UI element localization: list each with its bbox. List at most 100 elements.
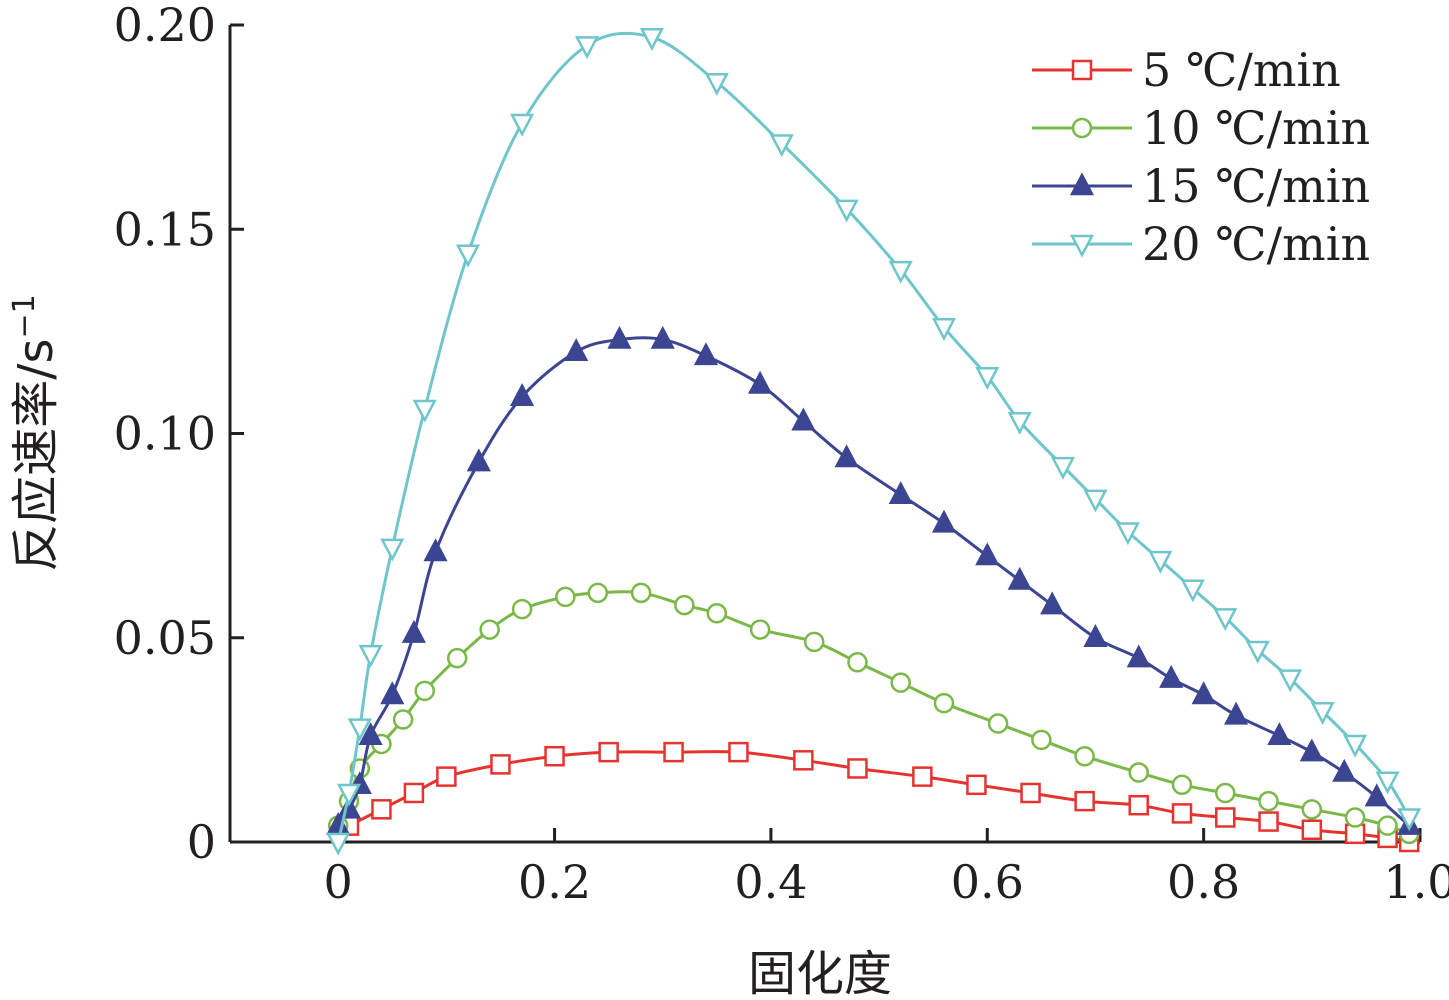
series-point [1128,762,1149,783]
series-point [587,582,609,604]
series-point [1128,794,1149,816]
series-point [1191,681,1216,705]
series-point [358,644,383,668]
x-tick-label: 0.6 [951,855,1024,909]
series-point [1267,722,1292,746]
series-point [371,799,392,820]
series-point [1258,790,1279,812]
series-point [510,383,535,406]
legend-entry: 15 ℃/min [1032,159,1370,213]
series-point [1074,790,1095,812]
series-point [1375,771,1400,795]
y-tick-label: 0.20 [114,0,216,52]
series-point [1301,819,1323,840]
series-point [975,542,1000,566]
series-point [1344,807,1366,828]
series-point [1020,782,1041,804]
series-point [847,758,868,779]
series-point [455,244,481,268]
series-point [1245,640,1270,664]
series-point [490,754,511,775]
series-point [446,647,468,669]
series-point [704,72,729,96]
series-point [336,783,362,807]
x-tick-label: 0.2 [518,855,591,909]
series-point [1031,729,1052,751]
y-tick-label: 0 [187,815,216,869]
series-point [834,199,859,223]
series-point [607,325,632,349]
series-point [326,832,351,856]
legend-marker [1069,172,1095,196]
series-point [1159,664,1184,688]
series-point [987,713,1009,734]
y-axis-title-superscript: −1 [7,294,42,338]
series-point [1258,811,1279,832]
series-point [1180,579,1205,603]
series-point [888,481,913,505]
series-point [1083,489,1108,513]
series-point [401,619,426,643]
series-point [1215,782,1236,804]
series-point [933,692,955,714]
series-point [674,594,695,616]
series-point [1332,758,1357,782]
series-point [1050,456,1076,480]
series-point [414,680,435,702]
series-point [555,586,576,608]
series-point [392,709,414,730]
series-point [479,619,500,640]
series-line [336,336,1411,827]
series-point [1278,669,1303,693]
legend-label: 15 ℃/min [1142,159,1370,213]
series-layer [326,28,1422,856]
series-point [803,631,825,653]
series-point [1215,807,1236,828]
series-point [511,598,533,620]
series-point [749,619,771,640]
x-tick-label: 0.4 [734,855,807,909]
series-point [403,782,425,804]
y-tick-label: 0.15 [114,202,216,256]
axes: 0 0.05 0.10 0.15 0.20 0 0.2 0.4 0.6 0.8 1.0 [114,0,1449,909]
series-point [1343,734,1368,758]
series-point [564,338,589,362]
y-axis-title-group: 反应速率/s−1 [7,294,64,571]
series-point [436,766,457,787]
series-3 [326,28,1422,856]
series-2 [326,325,1422,835]
series-point [412,399,437,423]
series-point [1115,522,1140,546]
series-point [1083,624,1108,647]
series-point [748,370,773,394]
series-point [358,722,383,746]
series-point [1299,738,1324,762]
series-0 [338,741,1420,853]
series-point [1301,799,1323,820]
series-point [1224,701,1249,725]
series-point [1310,702,1335,725]
legend-label: 10 ℃/min [1142,101,1370,155]
legend-marker [1071,59,1093,81]
series-point [931,509,957,533]
series-point [347,718,372,742]
series-point [791,407,816,431]
series-point [1213,608,1238,632]
series-point [1377,815,1398,836]
series-point [706,602,728,624]
series-point [975,367,1000,390]
x-tick-label: 0 [324,855,353,909]
series-point [890,672,911,693]
series-point [1040,591,1065,615]
series-point [888,260,913,284]
series-point [966,774,987,796]
legend-marker [1071,117,1093,139]
series-point [639,28,664,51]
series-point [693,342,719,366]
x-tick-label: 1.0 [1383,855,1449,909]
series-point [912,766,933,787]
series-point [630,582,652,604]
series-point [793,750,814,771]
series-point [769,134,794,158]
